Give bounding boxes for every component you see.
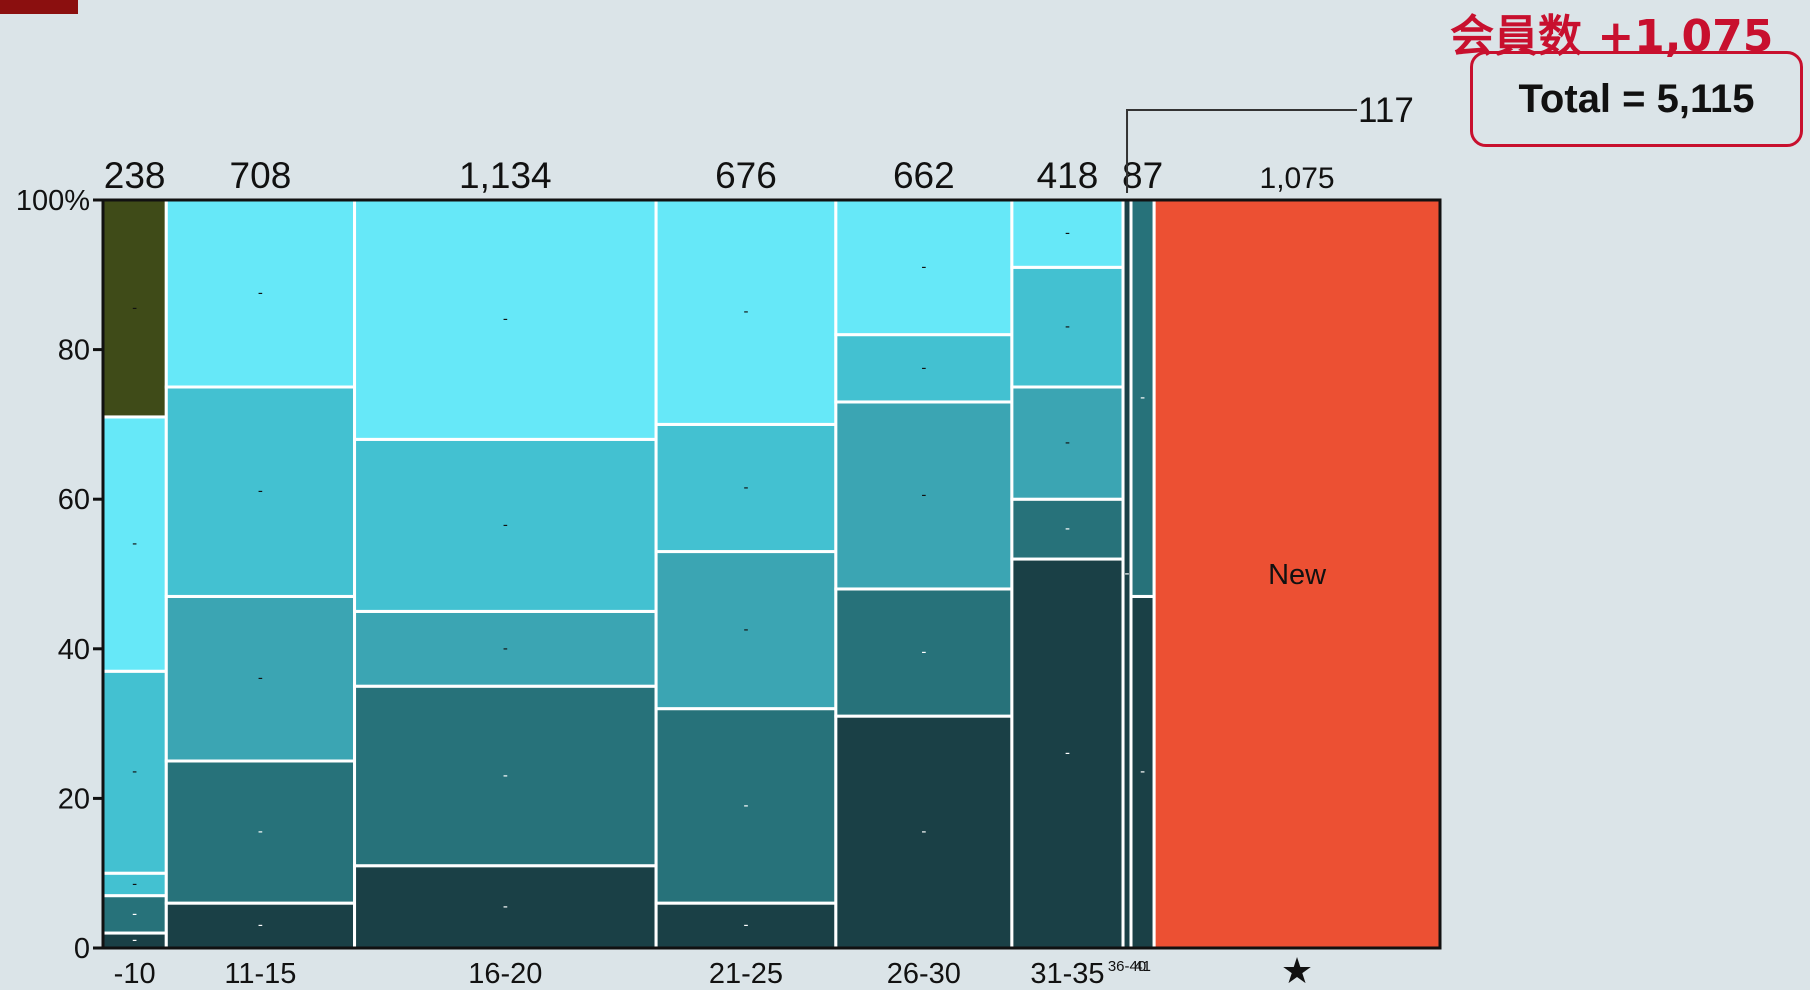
x-tick-col8: ★ (1281, 950, 1313, 990)
segment-1115-1 (164, 759, 357, 905)
x-tick-41: 41 (1134, 958, 1151, 975)
segment-2630-3 (834, 333, 1014, 404)
accent-bar (0, 0, 78, 14)
segment-label: - (132, 535, 137, 552)
segment-label: - (921, 258, 926, 275)
segment-label: - (1140, 763, 1145, 780)
segment-1620-2 (353, 609, 658, 688)
segment-label: - (921, 359, 926, 376)
plot-frame (101, 198, 1442, 950)
x-tick-2125: 21-25 (709, 958, 783, 990)
segment-label: - (258, 823, 263, 840)
segment-label: - (743, 621, 748, 638)
x-tick-3135: 31-35 (1030, 958, 1104, 990)
new-members-label: New (1268, 559, 1327, 591)
column-total-2125: 676 (715, 155, 777, 196)
segment-label: - (258, 285, 263, 302)
segment-label: - (132, 763, 137, 780)
y-tick-20: 20 (58, 783, 90, 815)
segment-label: - (132, 875, 137, 892)
y-tick-60: 60 (58, 484, 90, 516)
segment-3135-3 (1010, 265, 1125, 389)
segment-2630-4 (834, 198, 1014, 337)
segment-1620-0 (353, 864, 658, 950)
column-total-3135: 418 (1037, 155, 1099, 196)
segment-label: - (258, 670, 263, 687)
segment-1620-4 (353, 198, 658, 441)
column-total-1115: 708 (230, 155, 292, 196)
segment-1115-0 (164, 901, 357, 950)
segment-2125-4 (654, 198, 838, 426)
segment-1620-3 (353, 437, 658, 613)
column-total-col8: 1,075 (1260, 162, 1335, 195)
segment-label: - (503, 898, 508, 915)
column-total-2630: 662 (893, 155, 955, 196)
y-tick-40: 40 (58, 634, 90, 666)
segment-1115-2 (164, 594, 357, 763)
segment-2125-2 (654, 550, 838, 711)
segment-label: - (503, 640, 508, 657)
segment-label: - (503, 311, 508, 328)
segment-1115-3 (164, 385, 357, 598)
segment-1620-1 (353, 684, 658, 868)
segment-label: - (1125, 565, 1130, 582)
y-tick-100: 100% (16, 185, 90, 217)
segment-2125-1 (654, 707, 838, 905)
segment-label: - (132, 932, 137, 949)
segment-label: - (921, 823, 926, 840)
x-tick-1115: 11-15 (224, 958, 296, 990)
callout-label: 117 (1358, 91, 1414, 130)
segment-3135-0 (1010, 557, 1125, 950)
callout-line (1126, 109, 1357, 193)
y-tick-0: 0 (74, 933, 90, 965)
segment-label: - (921, 486, 926, 503)
segment-label: - (503, 767, 508, 784)
segment-label: - (503, 516, 508, 533)
segment-label: - (1065, 434, 1070, 451)
segment-label: - (743, 917, 748, 934)
column-total-41: 87 (1122, 155, 1163, 196)
segment-3135-1 (1010, 497, 1125, 561)
segment-label: - (132, 299, 137, 316)
x-tick-1620: 16-20 (468, 958, 542, 990)
x-tick-10: -10 (114, 958, 156, 990)
total-label: Total = 5,115 (1518, 76, 1755, 121)
segment-label: - (132, 905, 137, 922)
segment-label: - (1065, 225, 1070, 242)
segment-label: - (258, 483, 263, 500)
segment-label: - (743, 797, 748, 814)
column-total-10: 238 (104, 155, 166, 196)
segment-label: - (1140, 389, 1145, 406)
segment-label: - (743, 303, 748, 320)
segment-label: - (921, 644, 926, 661)
column-total-1620: 1,134 (459, 155, 552, 196)
x-tick-2630: 26-30 (887, 958, 961, 990)
x-tick-3640: 36-40 (1108, 958, 1146, 975)
segment-label: - (1065, 745, 1070, 762)
segment-label: - (258, 917, 263, 934)
segment-label: - (1065, 318, 1070, 335)
segment-col8-0 (1152, 198, 1442, 950)
segment-1115-4 (164, 198, 357, 389)
segment-label: - (743, 479, 748, 496)
segment-2630-2 (834, 400, 1014, 591)
segment-label: - (1065, 520, 1070, 537)
total-box: Total = 5,115 (1470, 51, 1803, 147)
y-tick-80: 80 (58, 335, 90, 367)
